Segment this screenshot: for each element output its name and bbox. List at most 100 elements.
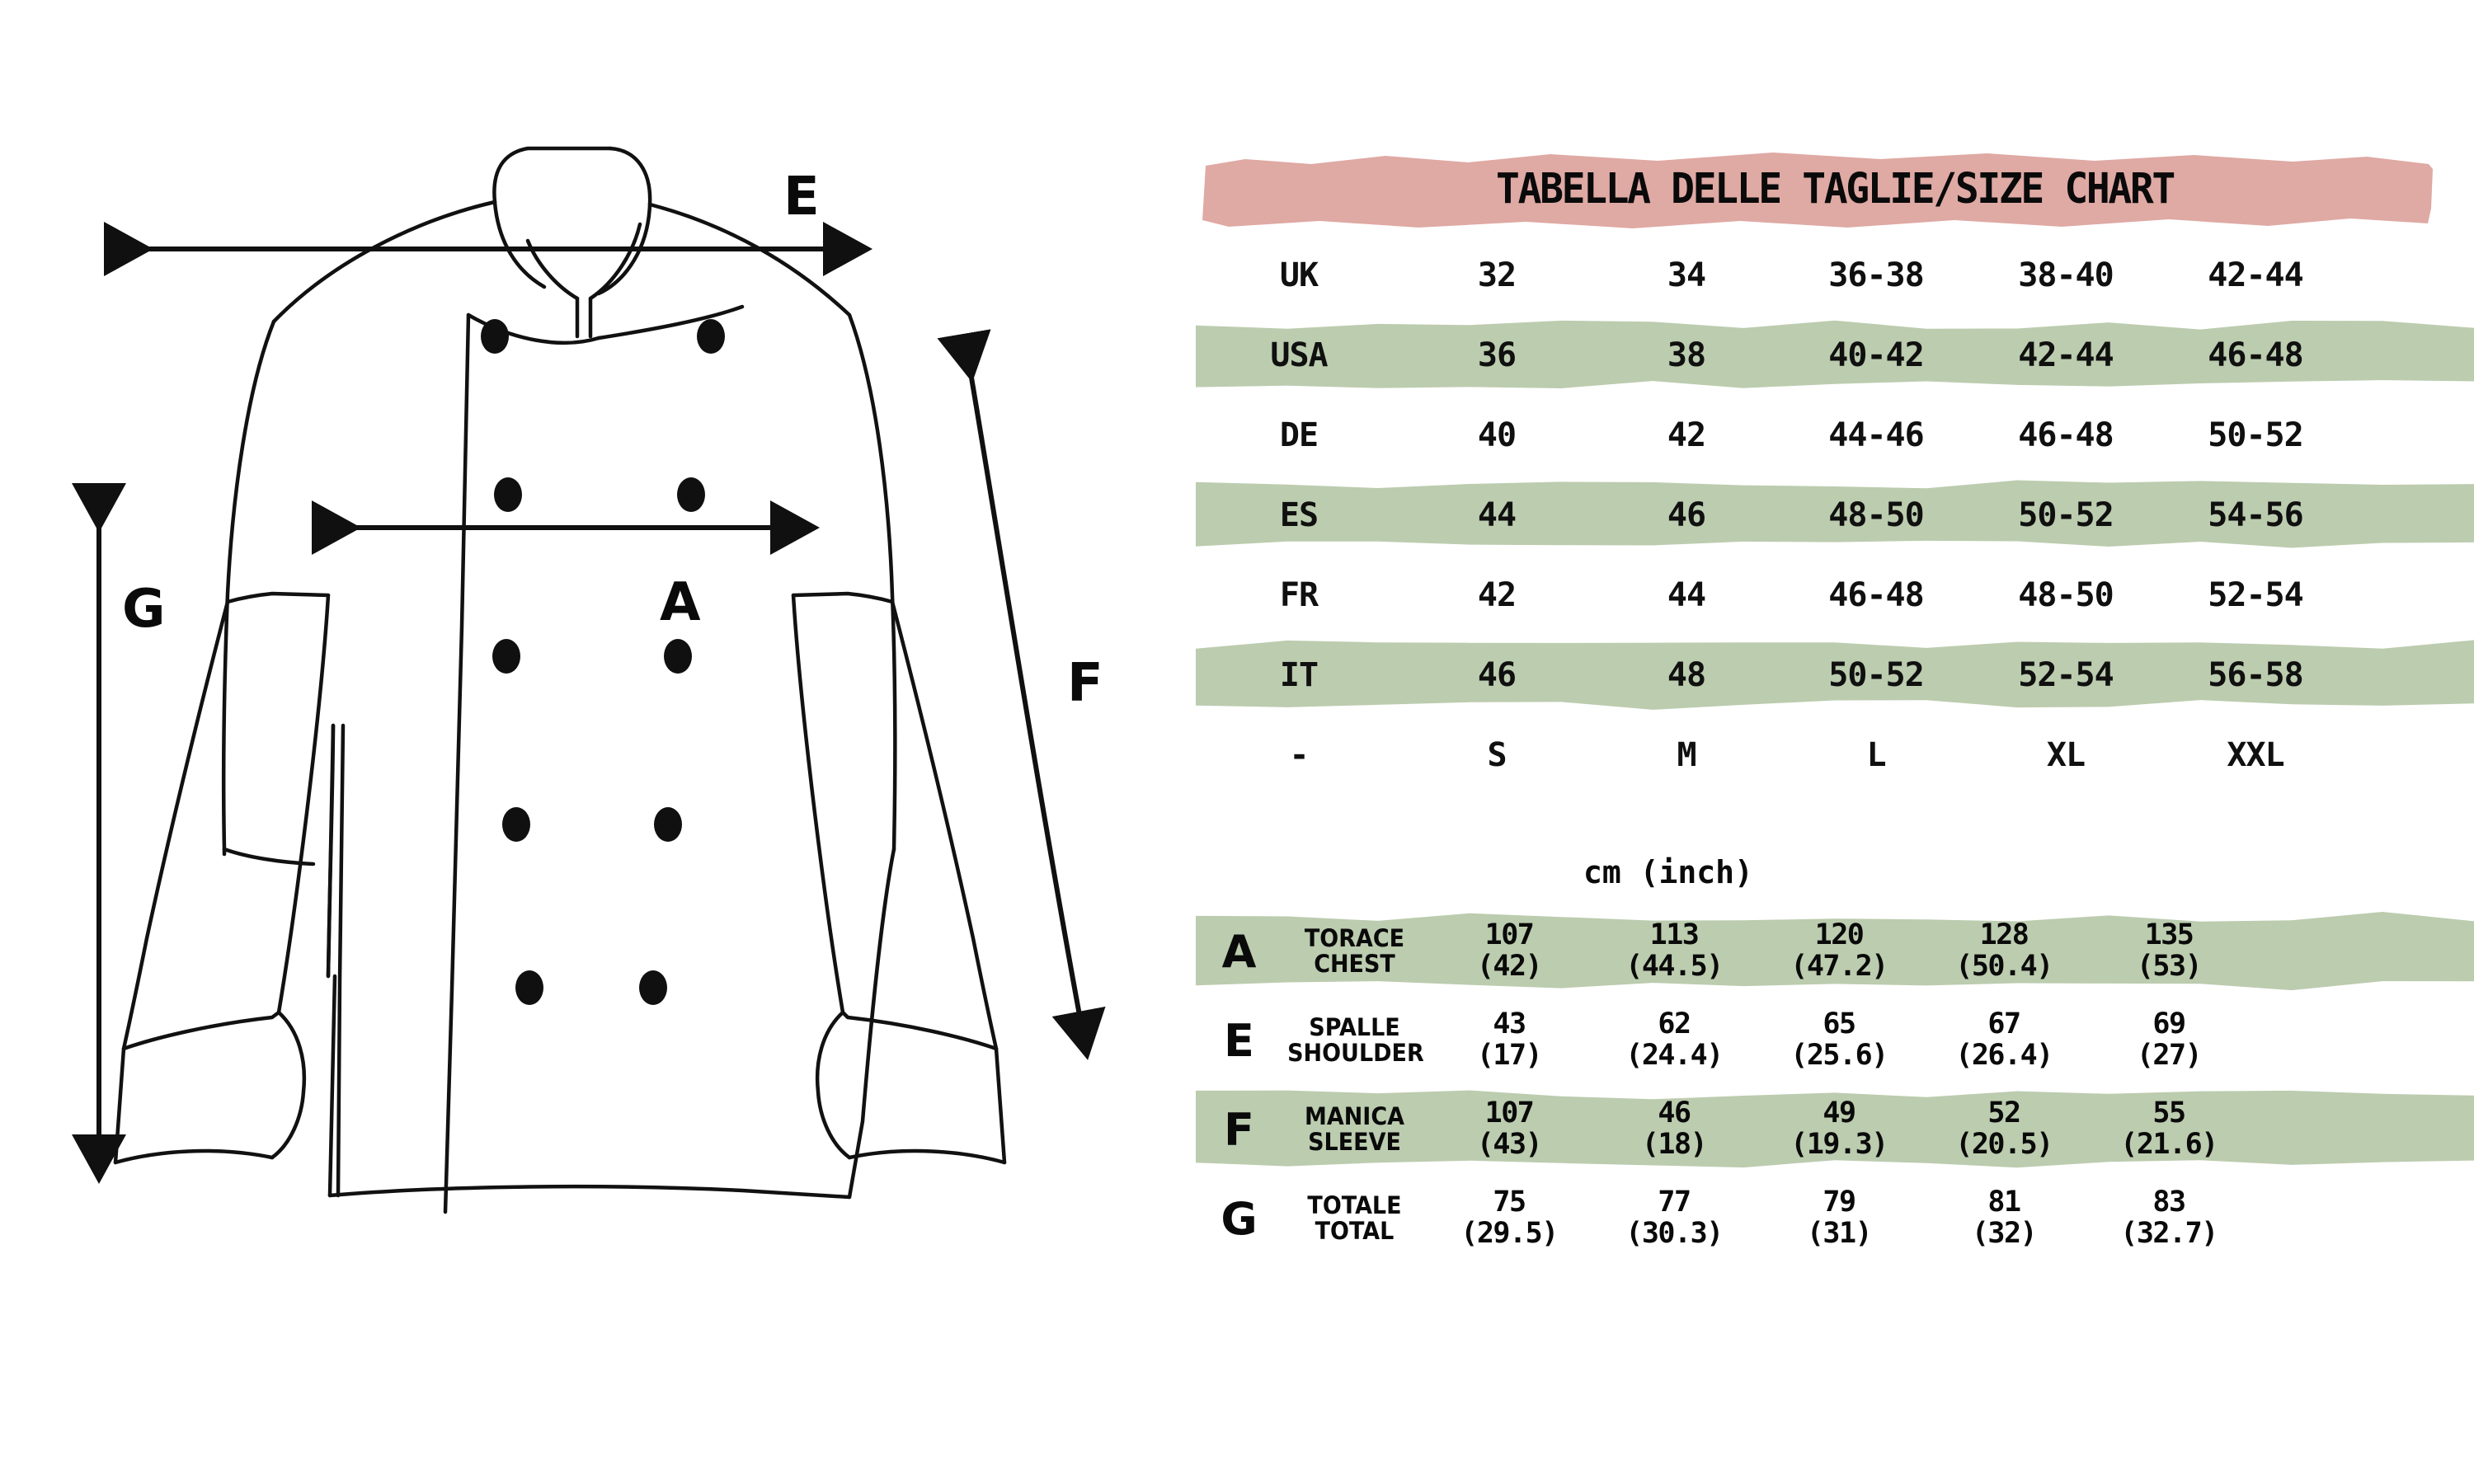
measure-value-cm: 128 bbox=[1979, 918, 2030, 952]
measure-value-cm: 120 bbox=[1814, 918, 1865, 952]
size-cell: 50-52 bbox=[1828, 655, 1924, 694]
measure-value-inch: (53) bbox=[2136, 950, 2203, 983]
measure-value: 77 (30.3) bbox=[1592, 1186, 1757, 1250]
size-cell: 46-48 bbox=[2018, 416, 2114, 454]
measure-value-cm: 43 bbox=[1493, 1007, 1526, 1041]
size-cell: 50-52 bbox=[2208, 416, 2303, 454]
chart-title: TABELLA DELLE TAGLIE/SIZE CHART bbox=[1496, 165, 2175, 214]
size-row-label: DE bbox=[1279, 416, 1319, 454]
label-A: A bbox=[660, 572, 701, 633]
measure-value-inch: (29.5) bbox=[1460, 1217, 1559, 1250]
measure-name-it: TORACE bbox=[1304, 923, 1405, 952]
measure-value-inch: (26.4) bbox=[1955, 1039, 2053, 1072]
measure-value-cm: 55 bbox=[2152, 1097, 2186, 1130]
measure-value: 69 (27) bbox=[2086, 1008, 2251, 1072]
measure-value-cm: 113 bbox=[1649, 918, 1700, 952]
measure-name: TORACE CHEST bbox=[1287, 923, 1422, 978]
measure-row-cells: G TOTALE TOTAL 75 (29.5) 77 (30.3) 79 (31) 81 (32)… bbox=[1196, 1174, 2474, 1263]
measure-value: 43 (17) bbox=[1427, 1007, 1592, 1072]
measure-value: 52 (20.5) bbox=[1921, 1097, 2086, 1161]
measure-value-cm: 46 bbox=[1658, 1097, 1691, 1130]
measure-value-inch: (32.7) bbox=[2120, 1217, 2218, 1250]
size-cell: XXL bbox=[2227, 735, 2284, 774]
measure-value-inch: (21.6) bbox=[2120, 1128, 2218, 1161]
measure-value-cm: 65 bbox=[1823, 1007, 1856, 1041]
size-cell: 40-42 bbox=[1828, 336, 1924, 374]
measure-value-inch: (19.3) bbox=[1790, 1128, 1888, 1161]
size-row-label: IT bbox=[1279, 655, 1319, 694]
row-highlight-band bbox=[1196, 315, 2474, 395]
size-chart-panel: TABELLA DELLE TAGLIE/SIZE CHART UK 32 34 36… bbox=[1196, 0, 2474, 1484]
measure-name-en: TOTAL bbox=[1315, 1217, 1395, 1245]
size-cell: 50-52 bbox=[2018, 495, 2114, 534]
size-cell: 38-40 bbox=[2018, 256, 2114, 294]
measure-value: 55 (21.6) bbox=[2086, 1097, 2251, 1161]
size-cell: 36-38 bbox=[1828, 256, 1924, 294]
size-cell: 42-44 bbox=[2018, 336, 2114, 374]
measure-row-e: E SPALLE SHOULDER 43 (17) 62 (24.4) 65 (25.6) 67(… bbox=[1196, 996, 2474, 1085]
measure-value-cm: 79 bbox=[1823, 1186, 1856, 1219]
measure-value-cm: 77 bbox=[1658, 1186, 1691, 1219]
row-highlight-band bbox=[1196, 907, 2474, 996]
size-cell: M bbox=[1677, 735, 1696, 774]
measure-value-inch: (17) bbox=[1476, 1039, 1543, 1072]
measure-value-cm: 75 bbox=[1493, 1186, 1526, 1219]
size-cell: 56-58 bbox=[2208, 655, 2303, 694]
size-cell: 52-54 bbox=[2208, 575, 2303, 614]
measure-value: 135 (53) bbox=[2086, 918, 2251, 983]
measure-value: 120 (47.2) bbox=[1757, 918, 1921, 983]
label-E: E bbox=[783, 167, 820, 228]
jacket-buttons bbox=[481, 319, 725, 1005]
size-row-label: USA bbox=[1270, 336, 1328, 374]
measure-value: 46 (18) bbox=[1592, 1097, 1757, 1161]
size-row-es: ES 44 46 48-50 50-52 54-56 bbox=[1196, 475, 2474, 555]
label-F: F bbox=[1067, 653, 1103, 714]
measure-value: 62 (24.4) bbox=[1592, 1007, 1757, 1072]
measure-value-inch: (24.4) bbox=[1625, 1039, 1724, 1072]
measure-value: 128 (50.4) bbox=[1921, 918, 2086, 983]
measure-row-cells: A TORACE CHEST 107 (42) 113 (44.5) 120 (47.2) 128… bbox=[1196, 907, 2474, 996]
measure-value: 49 (19.3) bbox=[1757, 1097, 1921, 1161]
measure-value-inch: (27) bbox=[2136, 1039, 2203, 1072]
row-highlight-band bbox=[1196, 635, 2474, 715]
size-cell: 52-54 bbox=[2018, 655, 2114, 694]
chef-jacket-illustration: E G A F bbox=[0, 0, 1188, 1484]
size-row-label: UK bbox=[1279, 256, 1319, 294]
measure-value-cm: 107 bbox=[1484, 1097, 1535, 1130]
measure-value-cm: 135 bbox=[2144, 918, 2194, 952]
measure-letter: G bbox=[1221, 1192, 1258, 1245]
measure-value-inch: (31) bbox=[1806, 1217, 1873, 1250]
size-row-cells: IT 46 48 50-52 52-54 56-58 bbox=[1196, 656, 2474, 694]
size-row-de: DE 40 42 44-46 46-48 50-52 bbox=[1196, 395, 2474, 475]
size-cell: 40 bbox=[1477, 416, 1517, 454]
size-cell: 32 bbox=[1477, 256, 1517, 294]
size-row-usa: USA 36 38 40-42 42-44 46-48 bbox=[1196, 315, 2474, 395]
measure-value: 83 (32.7) bbox=[2086, 1186, 2251, 1250]
measure-value-inch: (50.4) bbox=[1955, 950, 2053, 983]
measure-value-cm: 49 bbox=[1823, 1097, 1856, 1130]
measure-value: 79 (31) bbox=[1757, 1186, 1921, 1250]
size-cell: 36 bbox=[1477, 336, 1517, 374]
measure-name-en: CHEST bbox=[1314, 950, 1395, 978]
size-cell: 38 bbox=[1667, 336, 1706, 374]
size-row-it: IT 46 48 50-52 52-54 56-58 bbox=[1196, 635, 2474, 715]
measure-name-it: TOTALE bbox=[1307, 1190, 1402, 1219]
size-row-label: FR bbox=[1279, 575, 1319, 614]
measure-value: 107 (43) bbox=[1427, 1097, 1592, 1161]
measure-value-inch: (47.2) bbox=[1790, 950, 1888, 983]
measure-name-it: MANICA bbox=[1305, 1101, 1404, 1130]
size-cell: 46 bbox=[1477, 655, 1517, 694]
measurement-table: A TORACE CHEST 107 (42) 113 (44.5) 120 (47.2) 128… bbox=[1196, 907, 2474, 1263]
size-cell: 42-44 bbox=[2208, 256, 2303, 294]
measure-value-inch: (30.3) bbox=[1625, 1217, 1724, 1250]
measure-name-it: SPALLE bbox=[1309, 1012, 1400, 1041]
measure-value-cm: 62 bbox=[1658, 1007, 1691, 1041]
measure-value-inch: (44.5) bbox=[1625, 950, 1724, 983]
measure-value: 65 (25.6) bbox=[1757, 1007, 1921, 1072]
measure-row-a: A TORACE CHEST 107 (42) 113 (44.5) 120 (47.2) 128… bbox=[1196, 907, 2474, 996]
size-cell: 48 bbox=[1667, 655, 1706, 694]
measure-name: TOTALE TOTAL bbox=[1287, 1190, 1422, 1245]
label-G: G bbox=[122, 579, 166, 640]
measure-value-inch: (20.5) bbox=[1955, 1128, 2053, 1161]
measure-value-cm: 81 bbox=[1987, 1186, 2021, 1219]
